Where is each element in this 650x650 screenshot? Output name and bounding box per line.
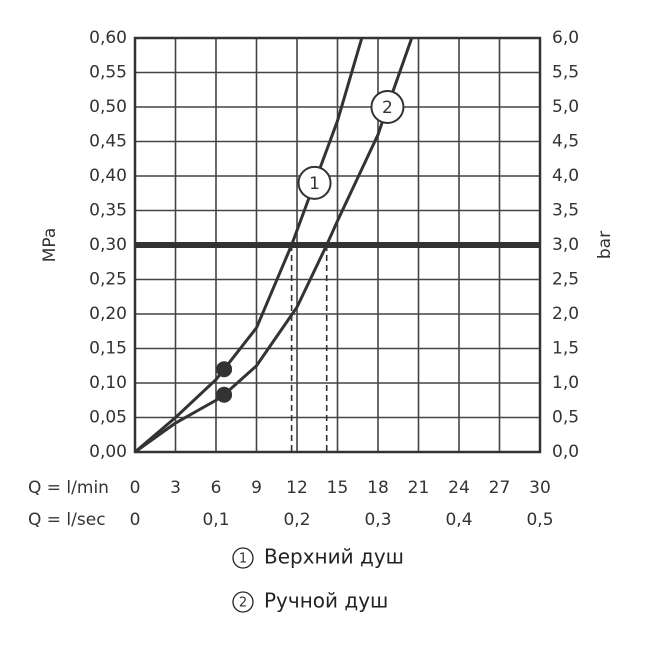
- y2-axis-label: bar: [595, 231, 615, 259]
- x2-tick-label: 0,2: [283, 510, 310, 530]
- y-tick-label: 0,50: [89, 97, 127, 117]
- x2-tick-label: 0,5: [526, 510, 553, 530]
- x2-tick-label: 0: [130, 510, 141, 530]
- curve-label-circle: [370, 90, 405, 124]
- y2-tick-label: 6,0: [552, 28, 579, 48]
- x2-tick-label: 0,4: [445, 510, 472, 530]
- legend-circle: [232, 547, 254, 569]
- curve-label-circle: [297, 165, 332, 200]
- y-tick-label: 0,45: [89, 132, 127, 152]
- y-axis-label: MPa: [40, 228, 60, 263]
- point: [216, 361, 233, 378]
- x2-axis-label: Q = l/sec: [28, 510, 106, 530]
- x-tick-label: 24: [448, 478, 470, 498]
- y-tick-label: 0,00: [89, 442, 127, 462]
- y-tick-label: 0,55: [89, 63, 127, 83]
- y-tick-label: 0,40: [89, 166, 127, 186]
- y2-tick-label: 3,5: [552, 201, 579, 221]
- x-tick-label: 3: [170, 478, 181, 498]
- y2-tick-label: 4,0: [552, 166, 579, 186]
- x2-tick-label: 0,3: [364, 510, 391, 530]
- curve: [134, 37, 364, 454]
- y-tick-label: 0,15: [89, 339, 127, 359]
- y2-tick-label: 4,5: [552, 132, 579, 152]
- y2-tick-label: 2,0: [552, 304, 579, 324]
- y2-tick-label: 2,5: [552, 270, 579, 290]
- x-tick-label: 21: [408, 478, 430, 498]
- curve-label: 1: [309, 174, 320, 194]
- curve-label: 2: [382, 98, 393, 118]
- y2-tick-label: 0,5: [552, 408, 579, 428]
- y-tick-label: 0,35: [89, 201, 127, 221]
- y-tick-label: 0,05: [89, 408, 127, 428]
- x-tick-label: 27: [489, 478, 511, 498]
- x-axis-label: Q = l/min: [28, 478, 109, 498]
- y-tick-label: 0,60: [89, 28, 127, 48]
- x-tick-label: 9: [251, 478, 262, 498]
- y2-tick-label: 1,0: [552, 373, 579, 393]
- legend-circle: [232, 591, 254, 613]
- y2-tick-label: 5,0: [552, 97, 579, 117]
- x-tick-label: 15: [327, 478, 349, 498]
- legend-number: 2: [239, 596, 247, 611]
- x-tick-label: 18: [367, 478, 389, 498]
- y-tick-label: 0,30: [89, 235, 127, 255]
- x-tick-label: 30: [529, 478, 551, 498]
- legend-label: Верхний душ: [264, 545, 404, 569]
- legend-label: Ручной душ: [264, 589, 388, 613]
- y2-tick-label: 5,5: [552, 63, 579, 83]
- x-tick-label: 12: [286, 478, 308, 498]
- y2-tick-label: 0,0: [552, 442, 579, 462]
- x-tick-label: 0: [130, 478, 141, 498]
- x-tick-label: 6: [211, 478, 222, 498]
- x2-tick-label: 0,1: [202, 510, 229, 530]
- curve: [134, 37, 414, 454]
- y2-tick-label: 1,5: [552, 339, 579, 359]
- y-tick-label: 0,25: [89, 270, 127, 290]
- point: [216, 386, 233, 403]
- y-tick-label: 0,10: [89, 373, 127, 393]
- y2-tick-label: 3,0: [552, 235, 579, 255]
- y-tick-label: 0,20: [89, 304, 127, 324]
- legend-number: 1: [239, 552, 247, 567]
